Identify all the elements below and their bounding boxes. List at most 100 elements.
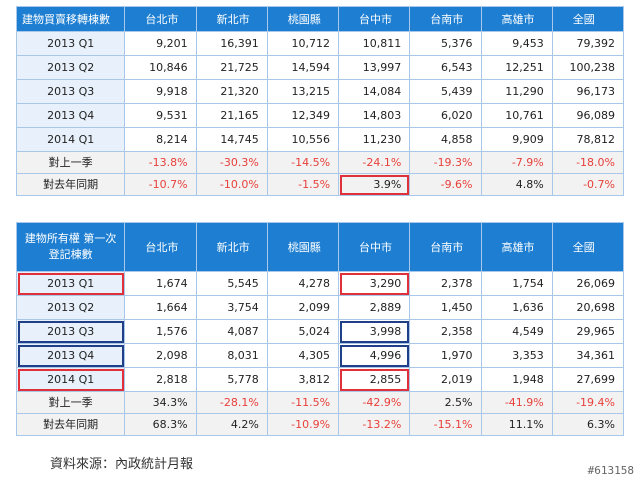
column-header-national: 全國	[551, 222, 625, 272]
table-cell: -24.1%	[338, 151, 411, 174]
first-registration-table: 建物所有權 第一次登記棟數 台北市 新北市 桃園縣 台中市 台南市 高雄市 全國…	[15, 222, 625, 436]
table-title: 建物所有權 第一次登記棟數	[15, 222, 126, 272]
table-cell: 4.8%	[480, 173, 553, 196]
table-cell: 29,965	[551, 319, 625, 344]
table-cell: 14,084	[338, 79, 411, 104]
table-cell: -7.9%	[480, 151, 553, 174]
table-cell: -0.7%	[551, 173, 625, 196]
table-cell: 3.9%	[338, 173, 411, 196]
table-cell: 26,069	[551, 271, 625, 296]
row-label: 對上一季	[15, 151, 126, 174]
table-cell: 2,889	[338, 295, 411, 320]
table-cell: 1,754	[480, 271, 553, 296]
column-header-tainan: 台南市	[409, 6, 482, 32]
table-cell: 11,230	[338, 127, 411, 152]
table-cell: 16,391	[195, 31, 268, 56]
table-cell: 6.3%	[551, 413, 625, 436]
table-cell: -15.1%	[409, 413, 482, 436]
table-cell: -28.1%	[195, 391, 268, 414]
column-header-new-taipei: 新北市	[195, 6, 268, 32]
table-cell: -10.9%	[266, 413, 340, 436]
table-cell: 13,215	[266, 79, 340, 104]
table-cell: 68.3%	[124, 413, 197, 436]
table-cell: 14,594	[266, 55, 340, 80]
table-cell: 14,803	[338, 103, 411, 128]
table-cell: 34,361	[551, 343, 625, 368]
table-cell: -11.5%	[266, 391, 340, 414]
table-cell: -41.9%	[480, 391, 553, 414]
column-header-new-taipei: 新北市	[195, 222, 268, 272]
table-cell: 3,754	[195, 295, 268, 320]
table-cell: 1,636	[480, 295, 553, 320]
table-cell: 9,909	[480, 127, 553, 152]
table-cell: 9,201	[124, 31, 197, 56]
table-cell: 1,450	[409, 295, 482, 320]
table-cell: 4,305	[266, 343, 340, 368]
column-header-kaohsiung: 高雄市	[480, 222, 553, 272]
table-row: 2013 Q2 10,846 21,725 14,594 13,997 6,543 12,2…	[15, 55, 625, 80]
table-row: 2013 Q4 2,098 8,031 4,305 4,996 1,970 3,353 34,…	[15, 343, 625, 368]
table-cell: 8,214	[124, 127, 197, 152]
table-cell: -19.3%	[409, 151, 482, 174]
table-row: 對去年同期 68.3% 4.2% -10.9% -13.2% -15.1% 11.1% 6.3…	[15, 413, 625, 436]
table-cell: 3,998	[338, 319, 411, 344]
table-cell: 10,556	[266, 127, 340, 152]
table-cell: 21,320	[195, 79, 268, 104]
table-cell: 5,778	[195, 367, 268, 392]
table-cell: 4.2%	[195, 413, 268, 436]
table-cell: 10,846	[124, 55, 197, 80]
column-header-kaohsiung: 高雄市	[480, 6, 553, 32]
table-cell: 6,543	[409, 55, 482, 80]
table-row: 對去年同期 -10.7% -10.0% -1.5% 3.9% -9.6% 4.8% -0.7%	[15, 173, 625, 196]
row-label: 2014 Q1	[15, 127, 126, 152]
table-row: 對上一季 -13.8% -30.3% -14.5% -24.1% -19.3% -7.9% -…	[15, 151, 625, 174]
table-cell: 1,970	[409, 343, 482, 368]
table-cell: 3,353	[480, 343, 553, 368]
column-header-taoyuan: 桃園縣	[266, 222, 340, 272]
row-label: 2013 Q1	[15, 271, 126, 296]
row-label: 2013 Q3	[15, 319, 126, 344]
table-title: 建物買賣移轉棟數	[15, 6, 126, 32]
table-cell: -18.0%	[551, 151, 625, 174]
table-row: 2014 Q1 8,214 14,745 10,556 11,230 4,858 9,909…	[15, 127, 625, 152]
table-cell: 1,948	[480, 367, 553, 392]
column-header-taoyuan: 桃園縣	[266, 6, 340, 32]
table-cell: 10,761	[480, 103, 553, 128]
table-cell: 2,818	[124, 367, 197, 392]
table-cell: 5,376	[409, 31, 482, 56]
table-cell: 4,996	[338, 343, 411, 368]
table-row: 2013 Q1 1,674 5,545 4,278 3,290 2,378 1,754 26,…	[15, 271, 625, 296]
table-cell: 9,531	[124, 103, 197, 128]
table-cell: 21,725	[195, 55, 268, 80]
column-header-taipei: 台北市	[124, 222, 197, 272]
watermark-id: #613158	[587, 464, 634, 477]
table-cell: 1,576	[124, 319, 197, 344]
row-label: 2013 Q3	[15, 79, 126, 104]
table-cell: 8,031	[195, 343, 268, 368]
table-cell: 96,089	[551, 103, 625, 128]
table-cell: 10,811	[338, 31, 411, 56]
transfer-count-table: 建物買賣移轉棟數 台北市 新北市 桃園縣 台中市 台南市 高雄市 全國 2013…	[15, 6, 625, 196]
table-cell: 6,020	[409, 103, 482, 128]
table-cell: -30.3%	[195, 151, 268, 174]
table-cell: -14.5%	[266, 151, 340, 174]
table-row: 2013 Q3 1,576 4,087 5,024 3,998 2,358 4,549 29,…	[15, 319, 625, 344]
row-label: 2013 Q1	[15, 31, 126, 56]
table-cell: 9,918	[124, 79, 197, 104]
column-header-tainan: 台南市	[409, 222, 482, 272]
table-cell: 2,099	[266, 295, 340, 320]
row-label: 對去年同期	[15, 173, 126, 196]
column-header-national: 全國	[551, 6, 625, 32]
row-label: 2013 Q4	[15, 103, 126, 128]
table-cell: -13.2%	[338, 413, 411, 436]
table-row: 2013 Q2 1,664 3,754 2,099 2,889 1,450 1,636 20,…	[15, 295, 625, 320]
table-cell: -19.4%	[551, 391, 625, 414]
table-row: 對上一季 34.3% -28.1% -11.5% -42.9% 2.5% -41.9% -19…	[15, 391, 625, 414]
table-cell: 13,997	[338, 55, 411, 80]
column-header-taipei: 台北市	[124, 6, 197, 32]
table-cell: 1,674	[124, 271, 197, 296]
table-cell: 4,278	[266, 271, 340, 296]
table-cell: 11,290	[480, 79, 553, 104]
table-cell: 34.3%	[124, 391, 197, 414]
table-cell: 3,812	[266, 367, 340, 392]
